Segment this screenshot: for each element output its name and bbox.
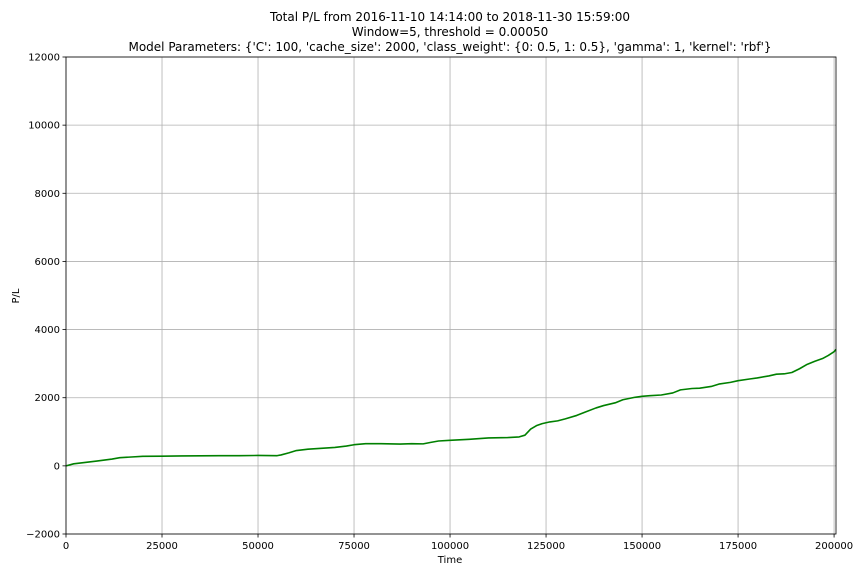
x-tick-label: 100000 <box>431 541 469 552</box>
x-tick-label: 150000 <box>623 541 661 552</box>
series-group <box>65 348 837 467</box>
x-tick-label: 200000 <box>815 541 853 552</box>
x-tick-label: 125000 <box>527 541 565 552</box>
x-axis-ticks: 0 25000 50000 75000 100000 125000 150000 175000… <box>63 534 853 552</box>
chart-title: Total P/L from 2016-11-10 14:14:00 to 20… <box>128 10 771 54</box>
y-tick-label: 12000 <box>28 53 60 64</box>
y-tick-label: −2000 <box>26 530 60 541</box>
y-tick-label: 6000 <box>35 257 60 268</box>
title-line-2: Window=5, threshold = 0.00050 <box>352 25 548 39</box>
y-axis-label: P/L <box>11 288 22 303</box>
title-line-1: Total P/L from 2016-11-10 14:14:00 to 20… <box>269 10 630 24</box>
y-tick-label: 0 <box>54 461 60 472</box>
y-axis-ticks: −2000 0 2000 4000 6000 8000 10000 12000 <box>26 53 66 541</box>
y-tick-label: 8000 <box>35 189 60 200</box>
x-tick-label: 0 <box>63 541 69 552</box>
x-tick-label: 175000 <box>719 541 757 552</box>
title-line-3: Model Parameters: {'C': 100, 'cache_size… <box>128 40 771 54</box>
x-tick-label: 50000 <box>242 541 274 552</box>
y-tick-label: 10000 <box>28 121 60 132</box>
pl-series-line <box>65 348 837 467</box>
y-tick-label: 2000 <box>35 393 60 404</box>
plot-frame <box>65 56 837 535</box>
x-tick-label: 75000 <box>338 541 370 552</box>
y-tick-label: 4000 <box>35 325 60 336</box>
x-axis-label: Time <box>437 555 462 566</box>
x-tick-label: 25000 <box>146 541 178 552</box>
